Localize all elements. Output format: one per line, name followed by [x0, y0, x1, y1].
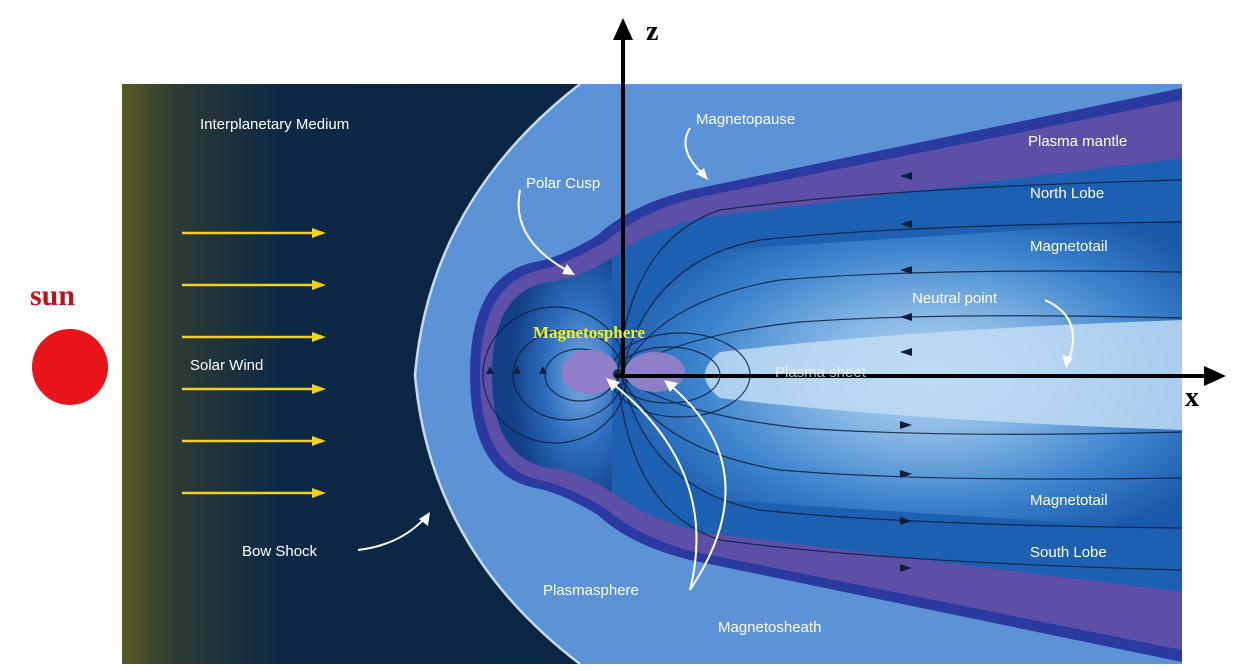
plasma-mantle-label: Plasma mantle — [1028, 133, 1127, 150]
plasmasphere-label: Plasmasphere — [543, 582, 639, 599]
magnetotail-south-label: Magnetotail — [1030, 492, 1108, 509]
axes — [613, 18, 1226, 386]
north-lobe-label: North Lobe — [1030, 185, 1104, 202]
polar-cusp-label: Polar Cusp — [526, 175, 600, 192]
bow-shock-line — [413, 84, 581, 664]
plasmasphere-right — [625, 352, 685, 392]
south-lobe-label: South Lobe — [1030, 544, 1107, 561]
solar-wind-label: Solar Wind — [190, 357, 263, 374]
x-axis-label: x — [1185, 382, 1199, 413]
neutral-point-label: Neutral point — [912, 290, 998, 307]
magnetosphere-label: Magnetosphere — [533, 323, 646, 342]
interplanetary-medium-region — [122, 84, 580, 664]
field-arrowheads — [486, 172, 912, 572]
bow-shock-label: Bow Shock — [242, 543, 318, 560]
sun-label: sun — [30, 279, 75, 312]
plasma-sheet-label: Plasma sheet — [775, 364, 867, 381]
pointer-arrows — [357, 127, 1075, 591]
dayside-magnetosphere — [492, 258, 612, 492]
z-axis-label: z — [646, 16, 658, 47]
solar-wind-arrows — [182, 228, 326, 498]
sun-icon — [32, 329, 108, 405]
magnetosheath-label: Magnetosheath — [718, 619, 821, 636]
interplanetary-medium-label: Interplanetary Medium — [200, 116, 349, 133]
magnetotail-north-label: Magnetotail — [1030, 238, 1108, 255]
plasmasphere-left — [562, 350, 618, 394]
magnetopause-label: Magnetopause — [696, 111, 795, 128]
